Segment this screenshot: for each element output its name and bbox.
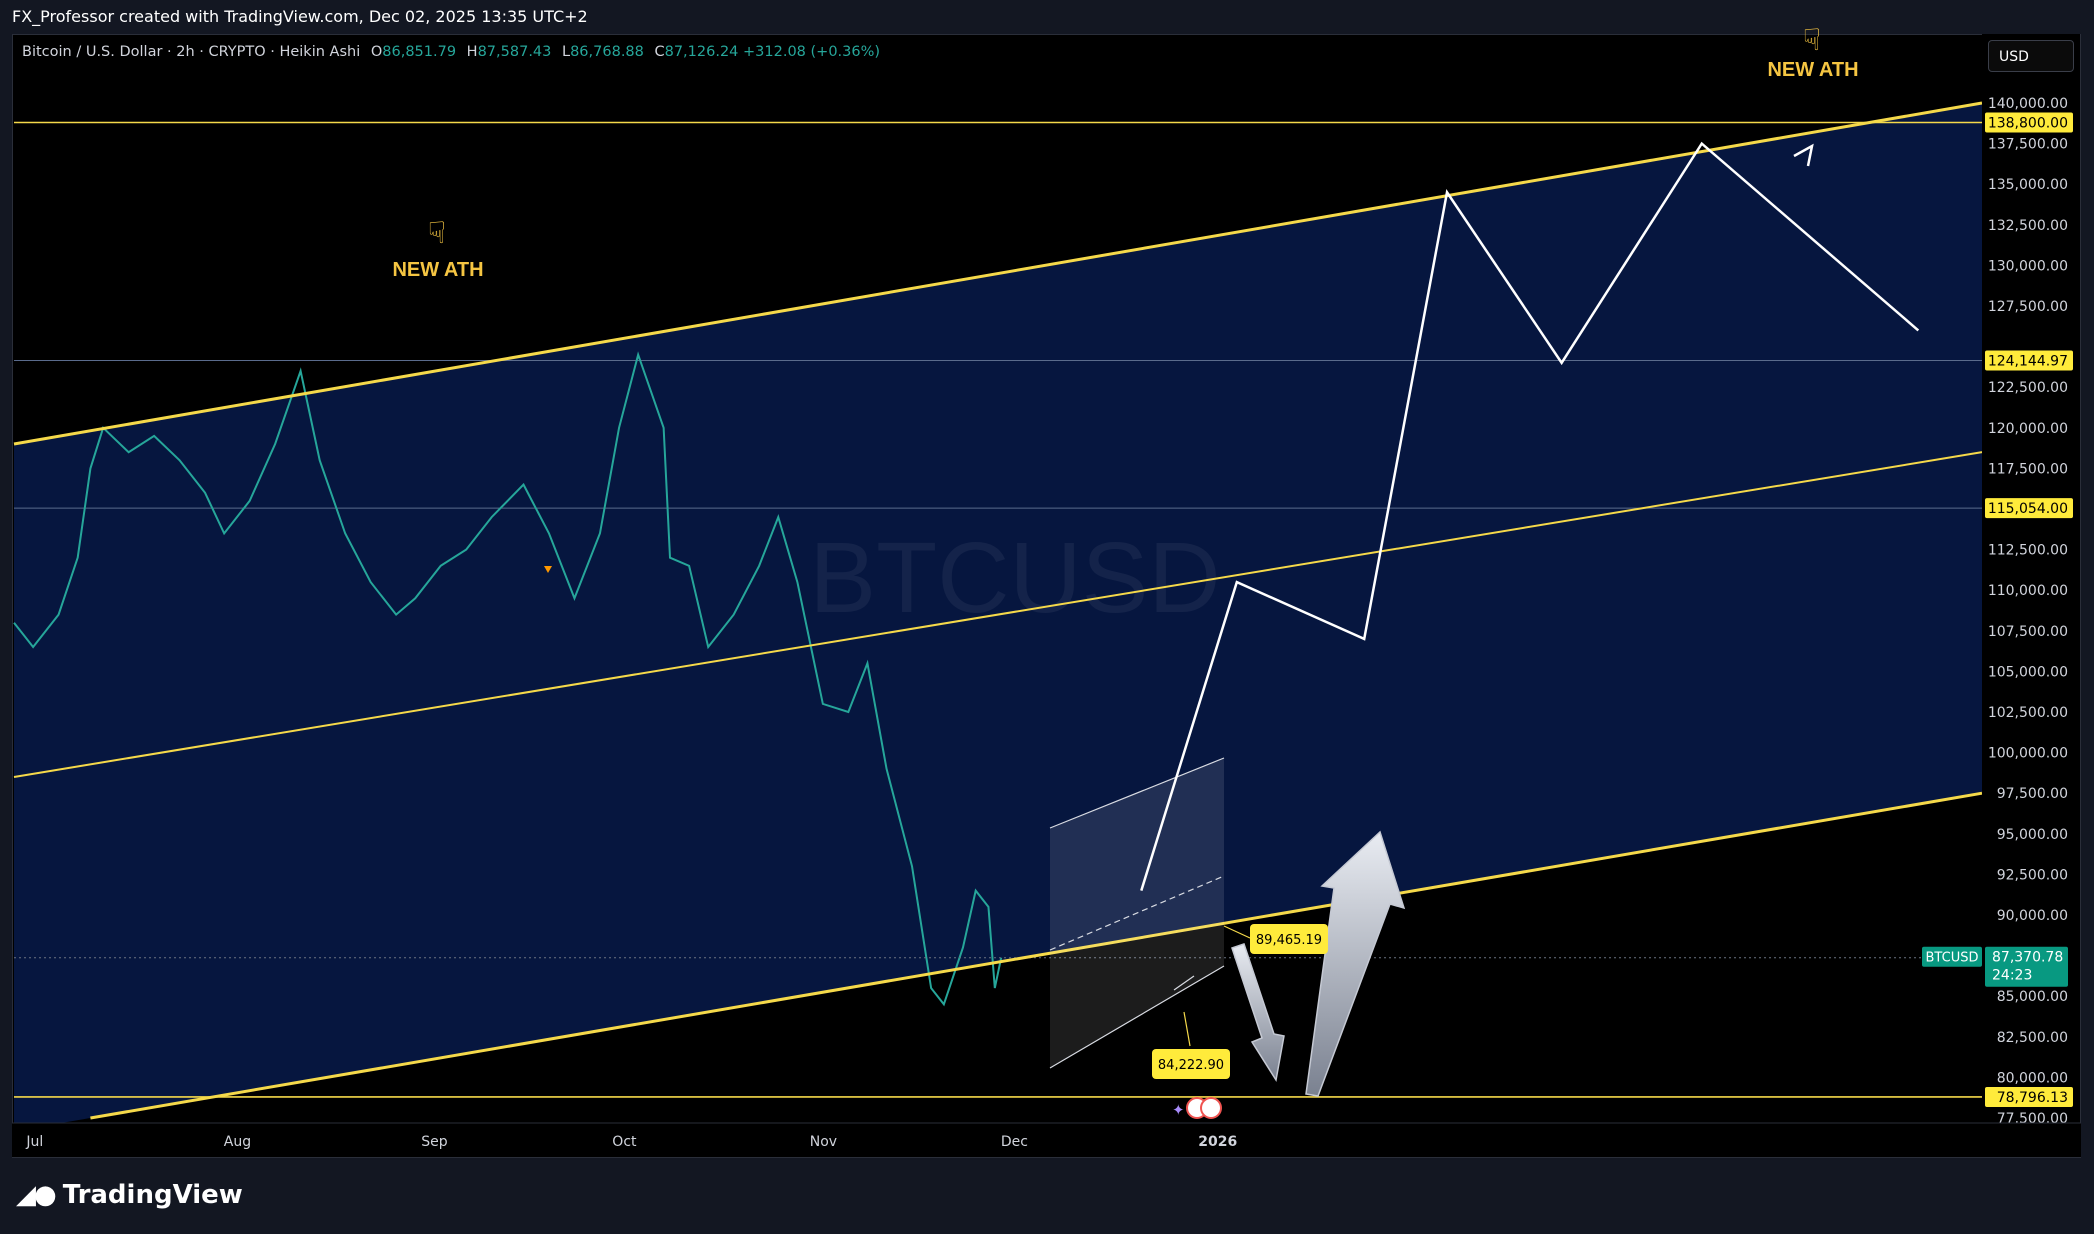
currency-selector-label: USD [1999, 49, 2029, 65]
header-text: FX_Professor created with TradingView.co… [12, 7, 588, 26]
tradingview-logo[interactable]: ◢● TradingView [16, 1180, 243, 1210]
time-axis-tick-label: Dec [1001, 1134, 1028, 1150]
legend-close: 87,126.24 [664, 44, 739, 60]
wedge-trendline [1173, 975, 1195, 991]
time-axis-ticks: Jul Aug Sep Oct Nov Dec 2026 [25, 1134, 1237, 1150]
price-axis-tick-label: 117,500.00 [1988, 461, 2068, 477]
tradingview-logo-text: TradingView [62, 1180, 243, 1210]
price-axis[interactable] [1982, 34, 2080, 1123]
pointing-hand-icon: ☟ [428, 216, 446, 251]
price-series-line[interactable] [13, 351, 1003, 1007]
projection-arrowhead [1793, 143, 1814, 167]
channel-fill [14, 103, 1982, 1123]
legend-open: 86,851.79 [382, 44, 457, 60]
new-ath-label-right: NEW ATH [1767, 59, 1858, 81]
price-axis-tick-label: 120,000.00 [1988, 421, 2068, 437]
time-axis-tick-label: Aug [224, 1134, 251, 1150]
price-axis-ticks: 77,500.0080,000.0082,500.0085,000.0090,0… [1988, 96, 2068, 1127]
channel-middle-line[interactable] [13, 451, 1983, 778]
price-axis-tick-label: 102,500.00 [1988, 705, 2068, 721]
callout-connector-2 [1183, 1011, 1191, 1047]
time-axis-tick-label: Jul [25, 1134, 43, 1150]
legend-low-label: L [561, 44, 571, 60]
time-axis-tick-label: Nov [810, 1134, 837, 1150]
price-axis-tick-label: 135,000.00 [1988, 177, 2068, 193]
price-callout-89465-text: 89,465.19 [1256, 933, 1322, 948]
price-axis-tick-label: 127,500.00 [1988, 299, 2068, 315]
symbol-watermark: BTCUSD [809, 522, 1220, 634]
price-axis-tick-label: 107,500.00 [1988, 624, 2068, 640]
price-level-tag[interactable] [1985, 498, 2073, 519]
new-ath-label-left: NEW ATH [392, 259, 483, 281]
legend-change: +312.08 (+0.36%) [743, 44, 881, 60]
legend-high-label: H [466, 44, 478, 60]
chart-header: FX_Professor created with TradingView.co… [0, 0, 2094, 34]
price-level-tag[interactable] [1985, 1086, 2073, 1107]
sparkle-icon: ✦ [1172, 1101, 1185, 1119]
horizontal-levels [14, 121, 1982, 1098]
price-axis-tick-label: 100,000.00 [1988, 746, 2068, 762]
time-axis-tick-label: Oct [612, 1134, 637, 1150]
footer-bar: ◢● TradingView [0, 1158, 2094, 1234]
time-axis-tick-label: Sep [421, 1134, 448, 1150]
price-axis-tick-label: 112,500.00 [1988, 543, 2068, 559]
price-axis-tick-label: 82,500.00 [1997, 1030, 2068, 1046]
down-arrow[interactable] [1231, 943, 1285, 1083]
current-price-tag[interactable]: BTCUSD 87,370.78 24:23 [1922, 946, 2068, 987]
price-level-tag-text: 78,796.13 [1997, 1090, 2068, 1106]
currency-selector-button[interactable]: USD [1988, 40, 2074, 72]
price-axis-tick-label: 90,000.00 [1997, 908, 2068, 924]
new-ath-annotation-left[interactable]: ☟ NEW ATH [392, 216, 483, 281]
price-axis-tick-label: 95,000.00 [1997, 827, 2068, 843]
price-level-tag-text: 124,144.97 [1988, 353, 2068, 369]
event-marker-icon[interactable] [544, 566, 552, 573]
tradingview-logo-icon: ◢● [16, 1180, 57, 1210]
price-level-labels: 138,800.00 124,144.97 115,054.00 78,796.13 [1985, 112, 2073, 1107]
legend-high: 87,587.43 [477, 44, 552, 60]
price-axis-tick-label: 80,000.00 [1997, 1070, 2068, 1086]
current-price-symbol: BTCUSD [1926, 951, 1979, 966]
legend-low: 86,768.88 [570, 44, 644, 60]
price-axis-tick-label: 137,500.00 [1988, 137, 2068, 153]
legend-open-label: O [370, 44, 383, 60]
price-axis-tick-label: 85,000.00 [1997, 989, 2068, 1005]
price-level-tag[interactable] [1985, 350, 2073, 371]
price-axis-tick-label: 132,500.00 [1988, 218, 2068, 234]
price-axis-tick-label: 105,000.00 [1988, 664, 2068, 680]
projection-path[interactable] [1140, 141, 1920, 891]
price-axis-tick-label: 130,000.00 [1988, 258, 2068, 274]
time-axis-tick-label: 2026 [1198, 1134, 1237, 1150]
current-price-value: 87,370.78 [1992, 950, 2063, 966]
current-price-countdown: 24:23 [1992, 968, 2032, 984]
price-axis-tick-label: 110,000.00 [1988, 583, 2068, 599]
pointing-hand-icon: ☟ [1803, 23, 1821, 58]
callout-connector-1 [1223, 925, 1251, 939]
price-callout-84222-text: 84,222.90 [1158, 1058, 1224, 1073]
price-level-tag-text: 115,054.00 [1988, 501, 2068, 517]
time-axis[interactable] [12, 1123, 2081, 1157]
price-callout-84222[interactable]: 84,222.90 [1152, 1049, 1230, 1079]
channel-lower-line[interactable] [90, 791, 1983, 1120]
event-flags[interactable]: ✦ [1172, 1097, 1222, 1119]
box-dashed-line [1049, 875, 1225, 951]
price-level-tag[interactable] [1985, 112, 2073, 133]
legend-close-label: C [654, 44, 665, 60]
up-arrow[interactable] [1305, 830, 1406, 1097]
legend-symbol: Bitcoin / U.S. Dollar · 2h · CRYPTO · He… [22, 44, 361, 60]
ohlc-legend: Bitcoin / U.S. Dollar · 2h · CRYPTO · He… [22, 44, 880, 60]
price-axis-tick-label: 122,500.00 [1988, 380, 2068, 396]
price-axis-tick-label: 92,500.00 [1997, 867, 2068, 883]
price-level-tag-text: 138,800.00 [1988, 115, 2068, 131]
price-callout-89465[interactable]: 89,465.19 [1250, 924, 1328, 954]
price-axis-tick-label: 97,500.00 [1997, 786, 2068, 802]
channel-upper-line[interactable] [13, 101, 1983, 446]
price-axis-tick-label: 140,000.00 [1988, 96, 2068, 112]
us-flag-icon [1200, 1097, 1222, 1119]
new-ath-annotation-right[interactable]: ☟ NEW ATH [1767, 23, 1858, 81]
box-upper-line [1049, 757, 1225, 829]
box-lower-line [1049, 965, 1225, 1069]
